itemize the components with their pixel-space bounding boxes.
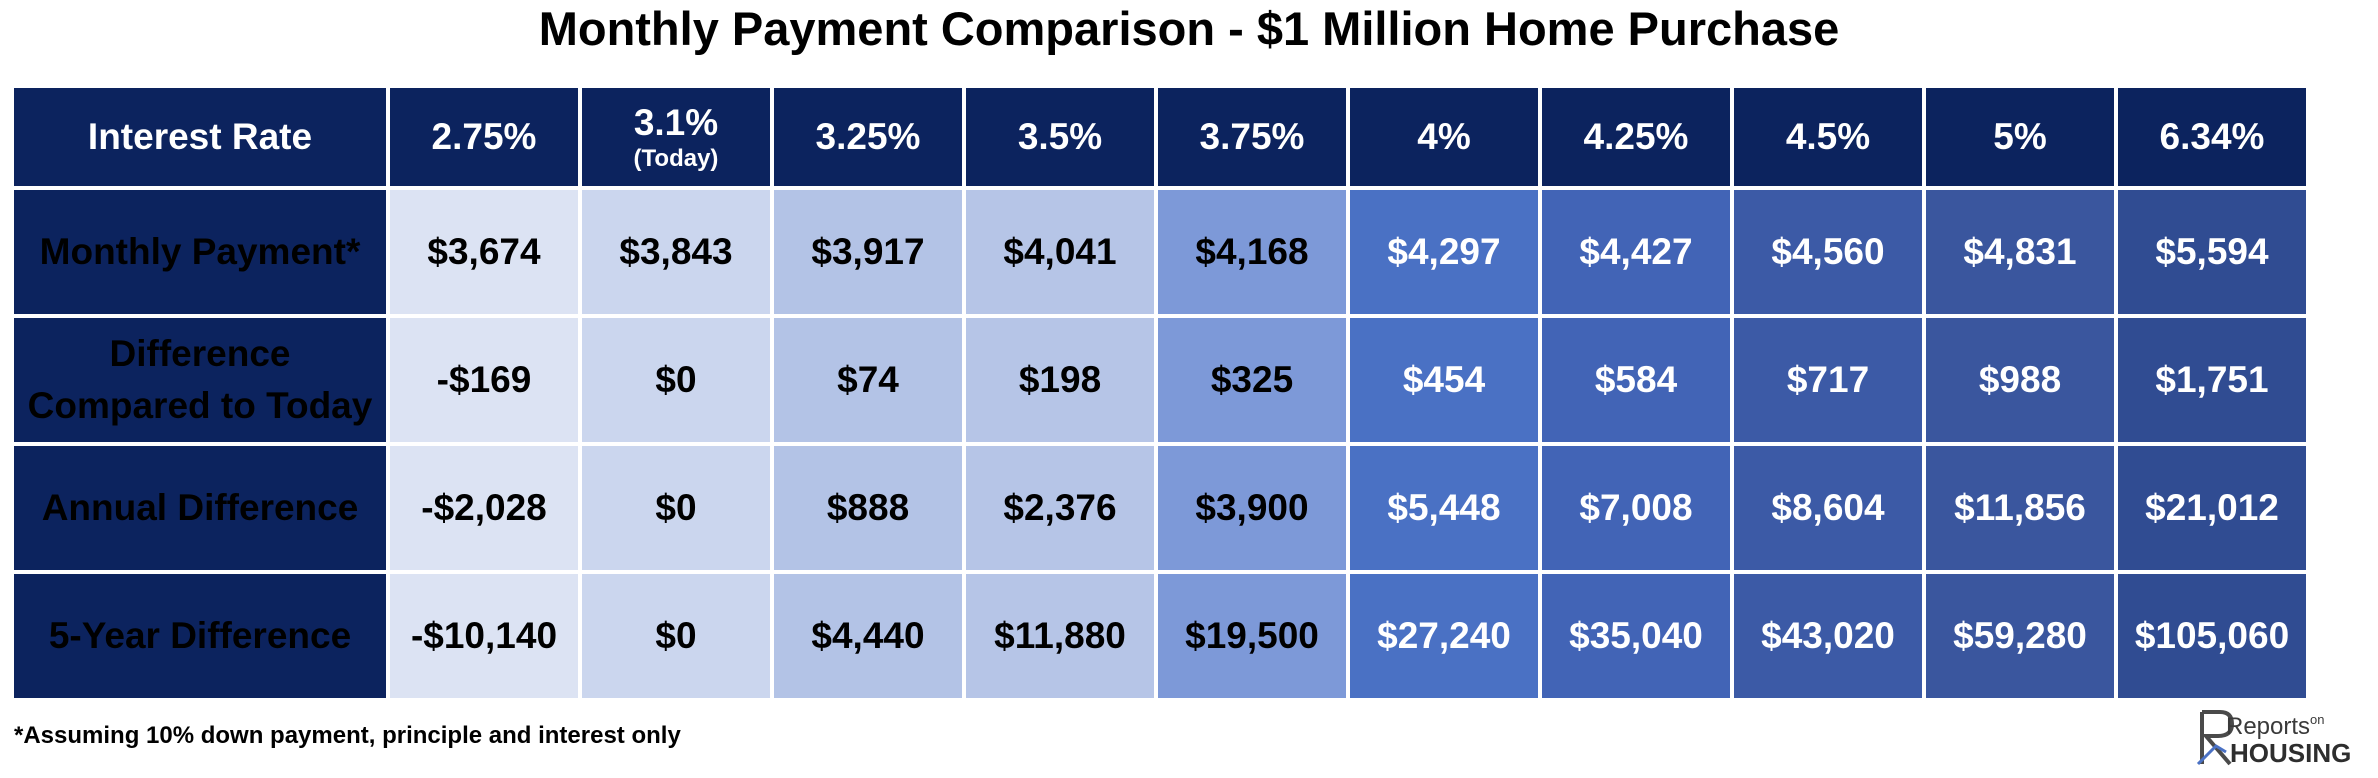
rate-value: 4.25%	[1583, 116, 1689, 157]
table-cell: -$10,140	[390, 574, 578, 698]
table-cell: $198	[966, 318, 1154, 442]
logo-word-1: Reports	[2226, 713, 2310, 740]
header-row: Interest Rate 2.75% 3.1% (Today) 3.25% 3.5% 3…	[14, 88, 2306, 186]
rate-value: 4%	[1417, 116, 1471, 157]
header-rate-cell: 4.5%	[1734, 88, 1922, 186]
table-cell: $35,040	[1542, 574, 1730, 698]
table-cell: $888	[774, 446, 962, 570]
table-cell: $105,060	[2118, 574, 2306, 698]
table-cell: $584	[1542, 318, 1730, 442]
rate-note: (Today)	[633, 145, 719, 172]
table-cell: $74	[774, 318, 962, 442]
row-label: Difference Compared to Today	[14, 318, 386, 442]
table-cell: $5,594	[2118, 190, 2306, 314]
table-cell: $988	[1926, 318, 2114, 442]
table-cell: $3,674	[390, 190, 578, 314]
table-cell: $43,020	[1734, 574, 1922, 698]
table-cell: $4,297	[1350, 190, 1538, 314]
rate-value: 2.75%	[431, 116, 537, 157]
table-cell: $4,427	[1542, 190, 1730, 314]
table-cell: $1,751	[2118, 318, 2306, 442]
logo-word-small: on	[2310, 712, 2324, 727]
logo-graphic: Reports on HOUSING	[2196, 710, 2351, 768]
row-label: Annual Difference	[14, 446, 386, 570]
footnote: *Assuming 10% down payment, principle an…	[14, 722, 681, 749]
table-cell: $3,917	[774, 190, 962, 314]
table-cell: -$2,028	[390, 446, 578, 570]
rate-value: 5%	[1993, 116, 2047, 157]
table-row: Difference Compared to Today -$169 $0 $74 $…	[14, 318, 2306, 442]
table-cell: $4,041	[966, 190, 1154, 314]
rate-value: 3.75%	[1199, 116, 1305, 157]
table-cell: $0	[582, 318, 770, 442]
table-row: 5-Year Difference -$10,140 $0 $4,440 $11,88…	[14, 574, 2306, 698]
table-cell: $0	[582, 446, 770, 570]
row-label: Monthly Payment*	[14, 190, 386, 314]
table-cell: $21,012	[2118, 446, 2306, 570]
header-rate-cell: 3.25%	[774, 88, 962, 186]
table-cell: $7,008	[1542, 446, 1730, 570]
payment-comparison-table: Interest Rate 2.75% 3.1% (Today) 3.25% 3.5% 3…	[10, 84, 2310, 702]
table-cell: $19,500	[1158, 574, 1346, 698]
header-rate-cell: 5%	[1926, 88, 2114, 186]
rate-value: 3.25%	[815, 116, 921, 157]
page-title: Monthly Payment Comparison - $1 Million …	[538, 2, 1840, 55]
rate-value: 3.1%	[633, 102, 719, 143]
table-row: Monthly Payment* $3,674 $3,843 $3,917 $4,04…	[14, 190, 2306, 314]
table-cell: $5,448	[1350, 446, 1538, 570]
table-cell: $8,604	[1734, 446, 1922, 570]
table-cell: $11,856	[1926, 446, 2114, 570]
row-label: 5-Year Difference	[14, 574, 386, 698]
header-rate-cell: 3.5%	[966, 88, 1154, 186]
header-rate-cell: 3.1% (Today)	[582, 88, 770, 186]
table-cell: $59,280	[1926, 574, 2114, 698]
header-rate-cell: 2.75%	[390, 88, 578, 186]
table-cell: $454	[1350, 318, 1538, 442]
rate-value: 4.5%	[1785, 116, 1871, 157]
table-cell: $11,880	[966, 574, 1154, 698]
table-cell: $3,843	[582, 190, 770, 314]
table-cell: $3,900	[1158, 446, 1346, 570]
table-cell: $4,831	[1926, 190, 2114, 314]
table-cell: $4,560	[1734, 190, 1922, 314]
table-cell: $4,440	[774, 574, 962, 698]
header-rate-cell: 6.34%	[2118, 88, 2306, 186]
reports-on-housing-logo: Reports on HOUSING	[2196, 706, 2364, 770]
table-cell: $717	[1734, 318, 1922, 442]
table-cell: $0	[582, 574, 770, 698]
table-cell: $325	[1158, 318, 1346, 442]
header-label: Interest Rate	[14, 88, 386, 186]
rate-value: 3.5%	[1017, 116, 1103, 157]
table-cell: $2,376	[966, 446, 1154, 570]
header-rate-cell: 4.25%	[1542, 88, 1730, 186]
table-cell: $27,240	[1350, 574, 1538, 698]
header-rate-cell: 4%	[1350, 88, 1538, 186]
rate-value: 6.34%	[2159, 116, 2265, 157]
table-row: Annual Difference -$2,028 $0 $888 $2,376 $3,…	[14, 446, 2306, 570]
table-cell: -$169	[390, 318, 578, 442]
logo-word-2: HOUSING	[2230, 738, 2351, 768]
header-rate-cell: 3.75%	[1158, 88, 1346, 186]
table-cell: $4,168	[1158, 190, 1346, 314]
